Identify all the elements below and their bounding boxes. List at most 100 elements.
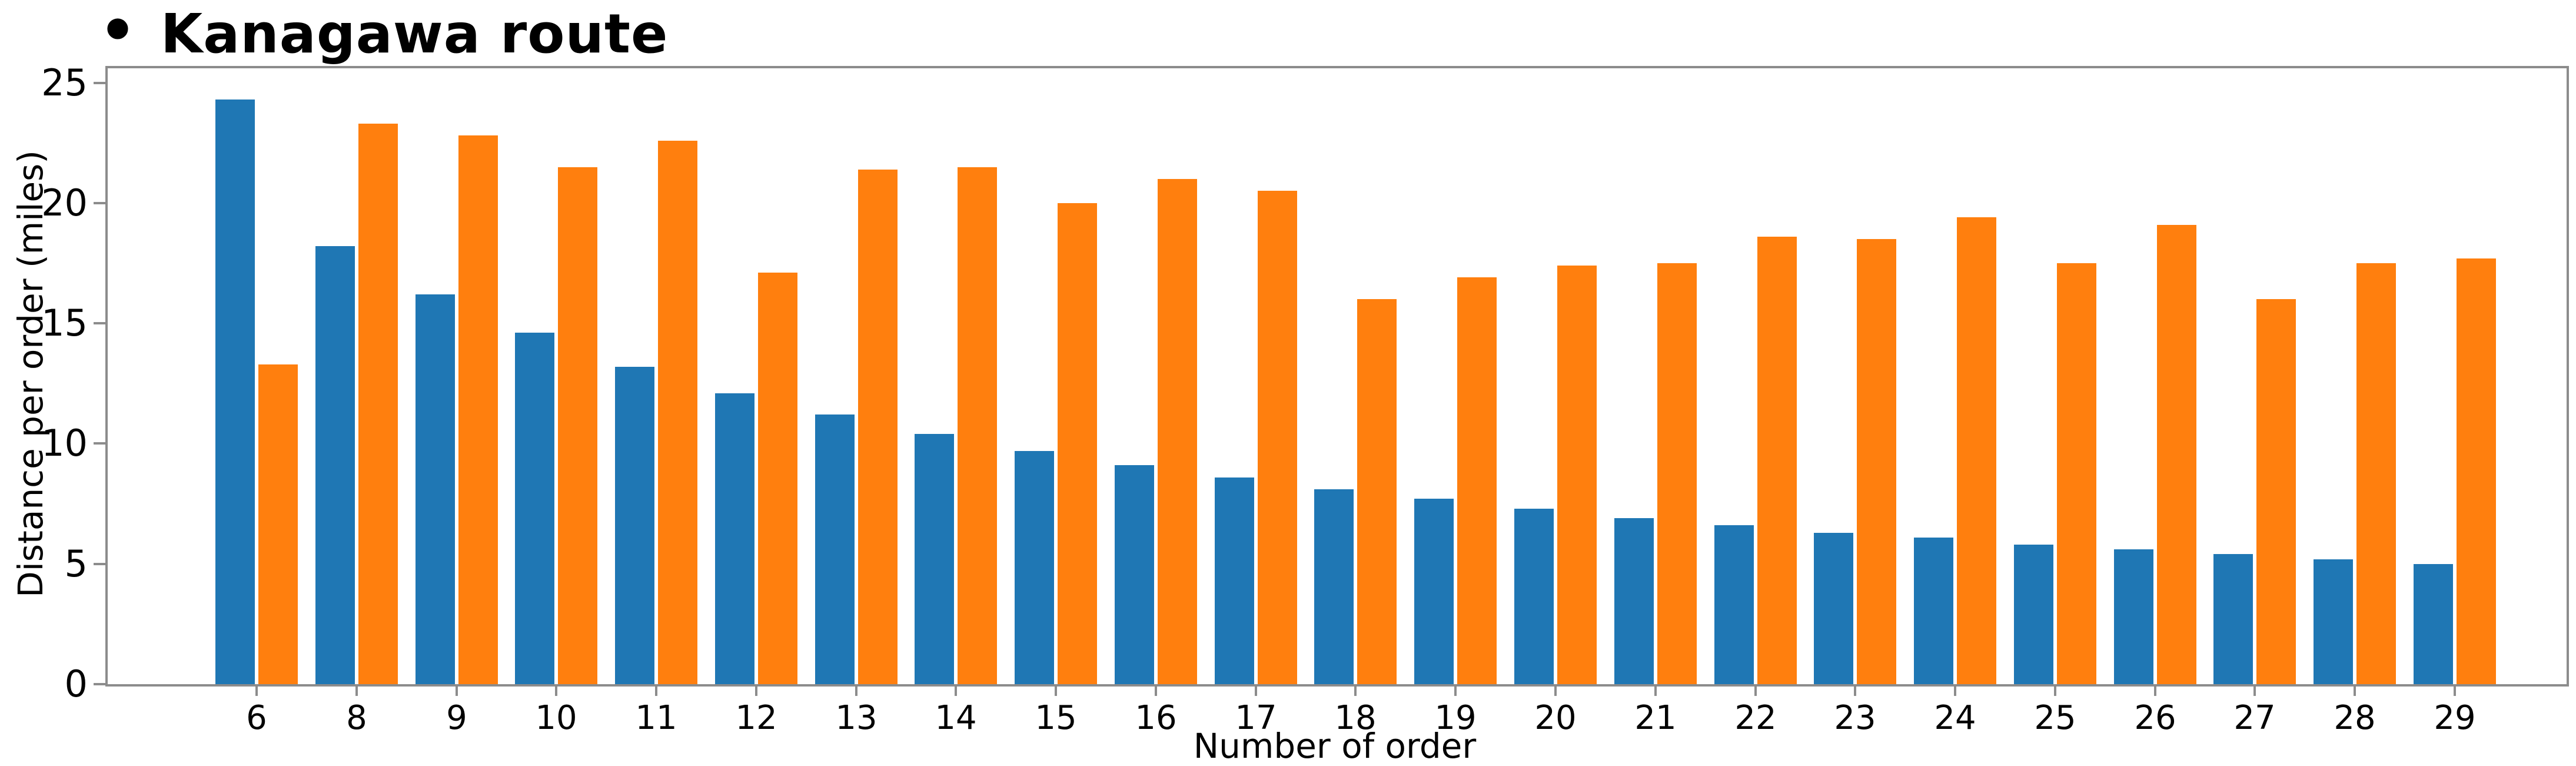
y-tick-mark-25 <box>94 82 105 84</box>
bar-orange-9 <box>458 135 498 684</box>
bar-blue-17 <box>1215 477 1254 684</box>
bar-blue-23 <box>1814 533 1853 684</box>
bar-orange-23 <box>1857 239 1896 684</box>
bar-orange-18 <box>1357 299 1397 684</box>
x-tick-mark-29 <box>2454 687 2456 696</box>
bar-orange-10 <box>558 167 597 684</box>
x-tick-mark-21 <box>1654 687 1657 696</box>
x-tick-label-25: 25 <box>2034 699 2076 737</box>
x-tick-label-17: 17 <box>1235 699 1277 737</box>
x-tick-label-6: 6 <box>246 699 267 737</box>
bar-orange-15 <box>1058 203 1097 684</box>
bar-orange-6 <box>258 364 298 684</box>
x-tick-label-23: 23 <box>1834 699 1876 737</box>
bar-blue-29 <box>2414 564 2453 684</box>
x-tick-mark-27 <box>2253 687 2256 696</box>
y-tick-label-15: 15 <box>41 301 88 344</box>
x-tick-label-10: 10 <box>535 699 577 737</box>
bar-orange-24 <box>1957 217 1996 684</box>
y-tick-label-0: 0 <box>64 662 88 705</box>
x-tick-label-15: 15 <box>1035 699 1077 737</box>
x-tick-mark-24 <box>1954 687 1956 696</box>
bar-blue-15 <box>1015 451 1054 684</box>
x-tick-mark-8 <box>355 687 358 696</box>
bar-blue-12 <box>715 393 754 684</box>
bar-blue-14 <box>915 434 954 684</box>
x-tick-mark-9 <box>456 687 458 696</box>
bar-orange-26 <box>2157 225 2196 684</box>
bar-orange-20 <box>1557 266 1597 684</box>
bar-blue-11 <box>615 367 654 684</box>
y-tick-label-20: 20 <box>41 181 88 224</box>
x-tick-mark-25 <box>2054 687 2056 696</box>
x-tick-label-11: 11 <box>635 699 677 737</box>
y-tick-mark-5 <box>94 563 105 565</box>
x-tick-label-16: 16 <box>1135 699 1177 737</box>
x-tick-mark-6 <box>255 687 258 696</box>
x-tick-mark-11 <box>655 687 657 696</box>
bar-orange-27 <box>2256 299 2296 684</box>
x-tick-mark-14 <box>955 687 957 696</box>
bar-blue-21 <box>1614 518 1654 684</box>
x-tick-label-20: 20 <box>1534 699 1577 737</box>
x-tick-mark-12 <box>755 687 757 696</box>
bar-orange-17 <box>1258 191 1297 684</box>
bar-blue-20 <box>1514 509 1554 684</box>
y-axis-label: Distance per order (miles) <box>11 150 51 598</box>
y-tick-label-10: 10 <box>41 422 88 465</box>
bar-orange-22 <box>1757 237 1797 684</box>
bar-orange-28 <box>2356 263 2396 684</box>
bar-orange-11 <box>658 141 697 684</box>
bar-blue-16 <box>1115 465 1154 684</box>
bar-blue-27 <box>2213 554 2253 684</box>
x-tick-mark-23 <box>1854 687 1856 696</box>
y-tick-mark-20 <box>94 202 105 204</box>
x-tick-label-13: 13 <box>835 699 877 737</box>
x-tick-mark-13 <box>855 687 857 696</box>
x-tick-label-28: 28 <box>2334 699 2376 737</box>
bar-blue-28 <box>2314 559 2353 684</box>
bar-blue-8 <box>315 246 355 684</box>
bar-blue-24 <box>1914 538 1953 684</box>
bar-blue-6 <box>215 100 255 684</box>
bar-orange-8 <box>358 124 398 684</box>
x-tick-label-8: 8 <box>346 699 367 737</box>
x-tick-label-27: 27 <box>2233 699 2276 737</box>
x-tick-mark-26 <box>2154 687 2156 696</box>
bar-orange-12 <box>758 273 797 684</box>
x-tick-label-22: 22 <box>1734 699 1777 737</box>
x-axis-label: Number of order <box>1193 726 1477 766</box>
bar-orange-14 <box>958 167 997 684</box>
bar-blue-25 <box>2014 545 2053 684</box>
x-tick-mark-16 <box>1155 687 1157 696</box>
x-tick-label-29: 29 <box>2434 699 2476 737</box>
bar-orange-13 <box>858 170 898 684</box>
bullet-icon: • <box>99 0 137 65</box>
bar-blue-26 <box>2114 549 2153 684</box>
bar-blue-10 <box>515 333 554 684</box>
y-tick-label-5: 5 <box>64 542 88 585</box>
x-tick-label-9: 9 <box>446 699 467 737</box>
x-tick-mark-19 <box>1454 687 1457 696</box>
x-tick-label-24: 24 <box>1934 699 1976 737</box>
bar-orange-19 <box>1457 277 1497 684</box>
x-tick-mark-20 <box>1554 687 1557 696</box>
bar-orange-29 <box>2457 258 2496 684</box>
x-tick-label-18: 18 <box>1334 699 1377 737</box>
x-tick-mark-22 <box>1754 687 1757 696</box>
chart-title-text: Kanagawa route <box>160 2 669 65</box>
x-tick-label-12: 12 <box>735 699 777 737</box>
y-tick-mark-0 <box>94 683 105 685</box>
x-tick-mark-18 <box>1354 687 1357 696</box>
x-tick-label-26: 26 <box>2134 699 2176 737</box>
y-tick-mark-10 <box>94 442 105 445</box>
x-tick-label-19: 19 <box>1434 699 1477 737</box>
bar-blue-18 <box>1314 489 1354 684</box>
bar-orange-21 <box>1657 263 1697 684</box>
chart-title: • Kanagawa route <box>99 1 669 65</box>
bar-orange-25 <box>2057 263 2096 684</box>
x-tick-label-14: 14 <box>935 699 977 737</box>
plot-area <box>105 66 2569 687</box>
x-tick-mark-17 <box>1255 687 1257 696</box>
bar-orange-16 <box>1158 179 1197 684</box>
